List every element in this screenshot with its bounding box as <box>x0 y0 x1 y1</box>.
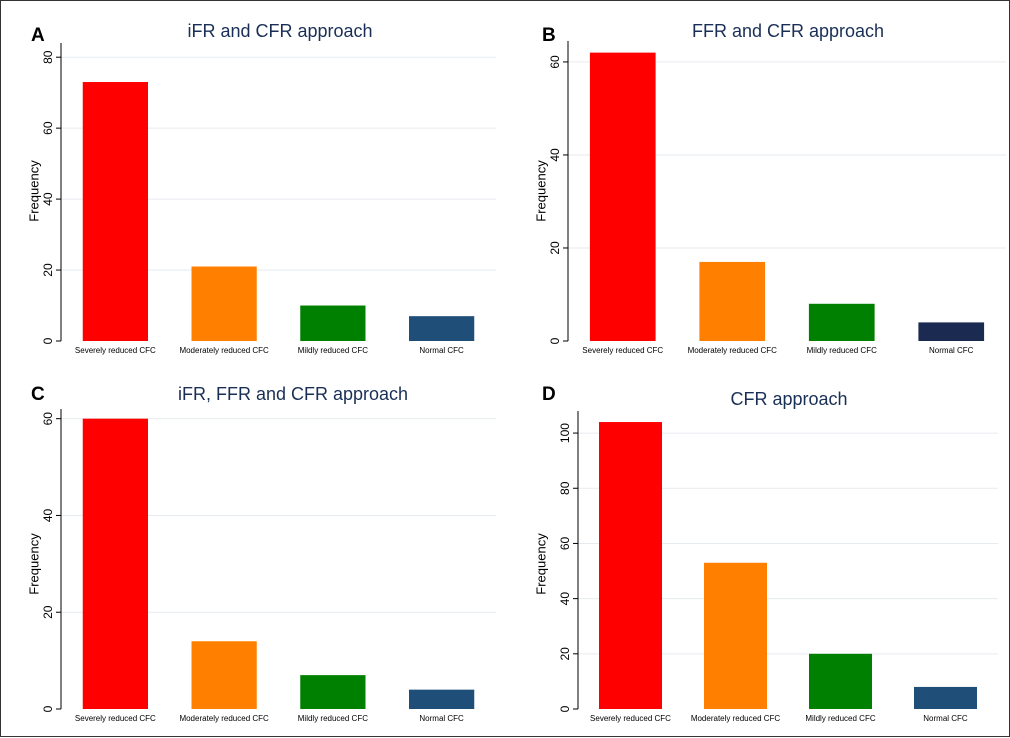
panel-c-bar-4 <box>409 689 475 709</box>
panel-d-bar-1 <box>599 422 662 709</box>
panel-c-category-label: Mildly reduced CFC <box>298 714 368 723</box>
panel-a-bar-3 <box>300 305 366 341</box>
panel-c-ytick-label: 0 <box>41 705 55 712</box>
panel-c-bar-2 <box>191 641 257 709</box>
panel-c-category-label: Normal CFC <box>419 714 464 723</box>
panel-d-category-label: Severely reduced CFC <box>590 714 671 723</box>
panel-b-bar-4 <box>918 322 985 341</box>
panel-a-category-label: Severely reduced CFC <box>75 346 156 355</box>
panel-d-category-label: Mildly reduced CFC <box>805 714 875 723</box>
panel-d-bar-2 <box>704 562 767 709</box>
panel-a-bar-4 <box>409 316 475 341</box>
panel-d-ytick-label: 80 <box>558 481 572 495</box>
panel-a-ytick-label: 20 <box>41 263 55 277</box>
panel-b-ytick-label: 0 <box>548 337 562 344</box>
panel-a-bar-2 <box>191 266 257 341</box>
panel-d-bar-4 <box>914 686 977 709</box>
panel-a-ytick-label: 0 <box>41 337 55 344</box>
panel-a-letter: A <box>31 25 45 46</box>
panel-a-category-label: Mildly reduced CFC <box>298 346 368 355</box>
panel-b-category-label: Moderately reduced CFC <box>688 346 778 355</box>
panel-a-category-label: Normal CFC <box>419 346 464 355</box>
panel-b-title: FFR and CFR approach <box>691 21 885 41</box>
panel-d-ytick-label: 60 <box>558 536 572 550</box>
panel-c-category-label: Moderately reduced CFC <box>179 714 269 723</box>
panel-a-bar-1 <box>82 82 148 342</box>
panel-b-letter: B <box>542 25 556 46</box>
panel-d-ytick-label: 40 <box>558 592 572 606</box>
panel-a-ytick-label: 40 <box>41 192 55 206</box>
panel-b-ytick-label: 60 <box>548 55 562 69</box>
panel-c-letter: C <box>31 384 45 405</box>
panel-b-ytick-label: 40 <box>548 148 562 162</box>
panel-d-ytick-label: 20 <box>558 647 572 661</box>
panel-a: A iFR and CFR approach Frequency 0 20 40 60… <box>1 1 506 369</box>
panel-a-category-label: Moderately reduced CFC <box>179 346 269 355</box>
panel-a-ytick-label: 80 <box>41 50 55 64</box>
panel-c-ytick-label: 60 <box>41 412 55 426</box>
panel-d-title: CFR approach <box>730 389 848 409</box>
panel-d-letter: D <box>542 384 556 405</box>
panel-b-category-label: Mildly reduced CFC <box>807 346 877 355</box>
panel-d-ytick-label: 0 <box>558 705 572 712</box>
panel-d-category-label: Normal CFC <box>923 714 968 723</box>
panel-c-title: iFR, FFR and CFR approach <box>177 384 409 404</box>
panel-d-bar-3 <box>809 653 872 709</box>
panel-b-bar-2 <box>699 261 766 341</box>
panel-d: D CFR approach Frequency 0 20 40 60 80 100 Sev… <box>506 369 1010 738</box>
panel-d-ytick-label: 100 <box>558 423 572 443</box>
panel-d-plot: 0 20 40 60 80 100 Severely reduced CFC Moderate… <box>558 411 998 723</box>
panel-a-title: iFR and CFR approach <box>187 21 373 41</box>
panel-a-plot: 0 20 40 60 80 Severely reduced CFC Moderately … <box>41 43 496 355</box>
panel-b-ytick-label: 20 <box>548 241 562 255</box>
panel-c-ytick-label: 20 <box>41 605 55 619</box>
panel-c-ytick-label: 40 <box>41 508 55 522</box>
panel-c-bar-1 <box>82 418 148 709</box>
panel-c-plot: 0 20 40 60 Severely reduced CFC Moderately re… <box>41 409 496 723</box>
panel-c-bar-3 <box>300 675 366 709</box>
panel-b: B FFR and CFR approach Frequency 0 20 40 60… <box>506 1 1010 369</box>
panel-b-bar-1 <box>589 52 656 342</box>
panel-b-plot: 0 20 40 60 Severely reduced CFC Moderately re… <box>548 41 1006 355</box>
panel-a-ytick-label: 60 <box>41 121 55 135</box>
panel-b-category-label: Normal CFC <box>929 346 974 355</box>
panel-c-category-label: Severely reduced CFC <box>75 714 156 723</box>
panel-d-category-label: Moderately reduced CFC <box>691 714 781 723</box>
panel-b-category-label: Severely reduced CFC <box>582 346 663 355</box>
panel-b-bar-3 <box>808 303 875 341</box>
